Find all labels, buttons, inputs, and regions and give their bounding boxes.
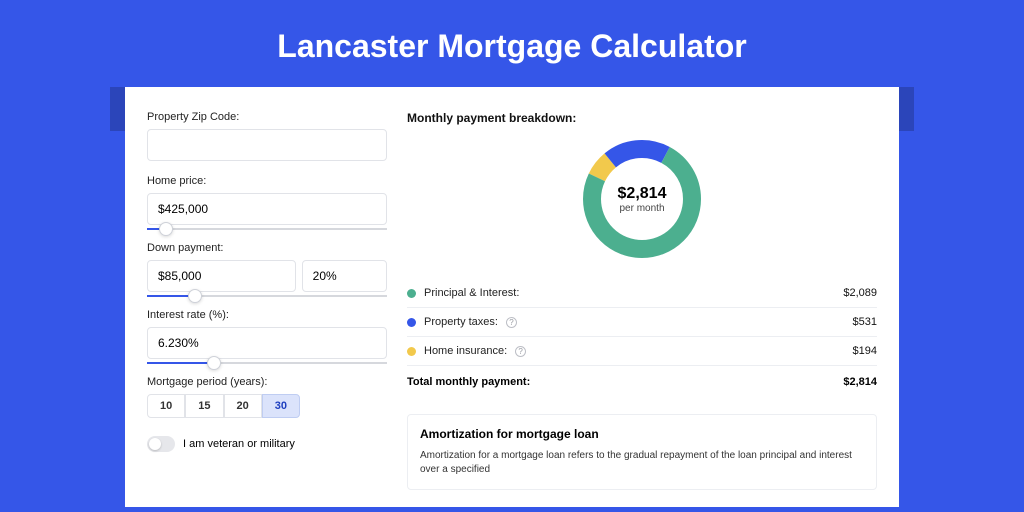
amortization-body: Amortization for a mortgage loan refers … bbox=[420, 449, 864, 477]
breakdown-donut-chart: $2,814 per month bbox=[578, 135, 706, 263]
calculator-card: Property Zip Code: Home price: Down paym… bbox=[125, 87, 899, 507]
period-pill-20[interactable]: 20 bbox=[224, 394, 262, 418]
home-price-label: Home price: bbox=[147, 175, 387, 187]
breakdown-title: Monthly payment breakdown: bbox=[407, 111, 877, 125]
zip-input[interactable] bbox=[147, 129, 387, 161]
legend-value: $194 bbox=[853, 345, 877, 357]
period-label: Mortgage period (years): bbox=[147, 376, 387, 388]
page-title: Lancaster Mortgage Calculator bbox=[0, 0, 1024, 87]
legend-row: Property taxes:? $531 bbox=[407, 307, 877, 336]
down-payment-slider[interactable] bbox=[147, 295, 387, 297]
input-panel: Property Zip Code: Home price: Down paym… bbox=[147, 111, 387, 507]
interest-rate-slider[interactable] bbox=[147, 362, 387, 364]
zip-label: Property Zip Code: bbox=[147, 111, 387, 123]
total-label: Total monthly payment: bbox=[407, 376, 530, 388]
veteran-label: I am veteran or military bbox=[183, 438, 295, 450]
down-payment-pct-input[interactable] bbox=[302, 260, 387, 292]
period-pill-30[interactable]: 30 bbox=[262, 394, 300, 418]
period-pill-15[interactable]: 15 bbox=[185, 394, 223, 418]
amortization-card: Amortization for mortgage loan Amortizat… bbox=[407, 414, 877, 490]
legend-dot-icon bbox=[407, 318, 416, 327]
donut-center-sub: per month bbox=[619, 203, 664, 214]
period-pills: 10152030 bbox=[147, 394, 387, 418]
home-price-slider[interactable] bbox=[147, 228, 387, 230]
down-payment-label: Down payment: bbox=[147, 242, 387, 254]
legend-value: $2,089 bbox=[843, 287, 877, 299]
legend-row: Home insurance:? $194 bbox=[407, 336, 877, 365]
home-price-input[interactable] bbox=[147, 193, 387, 225]
amortization-title: Amortization for mortgage loan bbox=[420, 427, 864, 441]
interest-rate-label: Interest rate (%): bbox=[147, 309, 387, 321]
legend-dot-icon bbox=[407, 347, 416, 356]
legend-name: Principal & Interest: bbox=[424, 287, 519, 299]
legend-dot-icon bbox=[407, 289, 416, 298]
results-panel: Monthly payment breakdown: $2,814 per mo… bbox=[407, 111, 877, 507]
period-pill-10[interactable]: 10 bbox=[147, 394, 185, 418]
legend-value: $531 bbox=[853, 316, 877, 328]
legend-name: Property taxes: bbox=[424, 316, 498, 328]
breakdown-legend: Principal & Interest: $2,089 Property taxe… bbox=[407, 279, 877, 365]
info-icon[interactable]: ? bbox=[515, 346, 526, 357]
veteran-toggle[interactable] bbox=[147, 436, 175, 452]
info-icon[interactable]: ? bbox=[506, 317, 517, 328]
interest-rate-input[interactable] bbox=[147, 327, 387, 359]
legend-row: Principal & Interest: $2,089 bbox=[407, 279, 877, 307]
legend-name: Home insurance: bbox=[424, 345, 507, 357]
total-value: $2,814 bbox=[843, 376, 877, 388]
down-payment-input[interactable] bbox=[147, 260, 296, 292]
donut-center-amount: $2,814 bbox=[618, 185, 667, 203]
